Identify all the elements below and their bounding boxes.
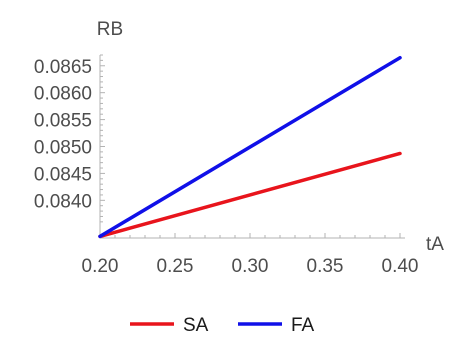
y-tick-label: 0.0860 — [34, 84, 92, 105]
series-line-fa — [98, 55, 402, 239]
y-tick-label: 0.0845 — [34, 164, 92, 185]
x-tick-label: 0.40 — [382, 256, 419, 277]
legend: SA FA — [130, 315, 315, 336]
y-ticks: 0.0840 0.0845 0.0850 0.0855 0.0860 0.0865 — [34, 54, 105, 223]
y-tick-label: 0.0850 — [34, 138, 92, 159]
x-ticks: 0.20 0.25 0.30 0.35 0.40 — [82, 233, 419, 277]
x-tick-label: 0.35 — [307, 256, 344, 277]
y-tick-label: 0.0855 — [34, 111, 92, 132]
legend-label-fa: FA — [291, 315, 315, 336]
x-axis-label: tA — [426, 234, 444, 255]
y-axis-label: RB — [97, 19, 123, 40]
legend-label-sa: SA — [183, 315, 209, 336]
y-tick-label: 0.0865 — [34, 57, 92, 78]
x-tick-label: 0.25 — [157, 256, 194, 277]
series-line-sa — [98, 151, 402, 239]
x-tick-label: 0.30 — [232, 256, 269, 277]
series-lines — [98, 55, 402, 239]
y-tick-label: 0.0840 — [34, 191, 92, 212]
x-tick-label: 0.20 — [82, 256, 119, 277]
